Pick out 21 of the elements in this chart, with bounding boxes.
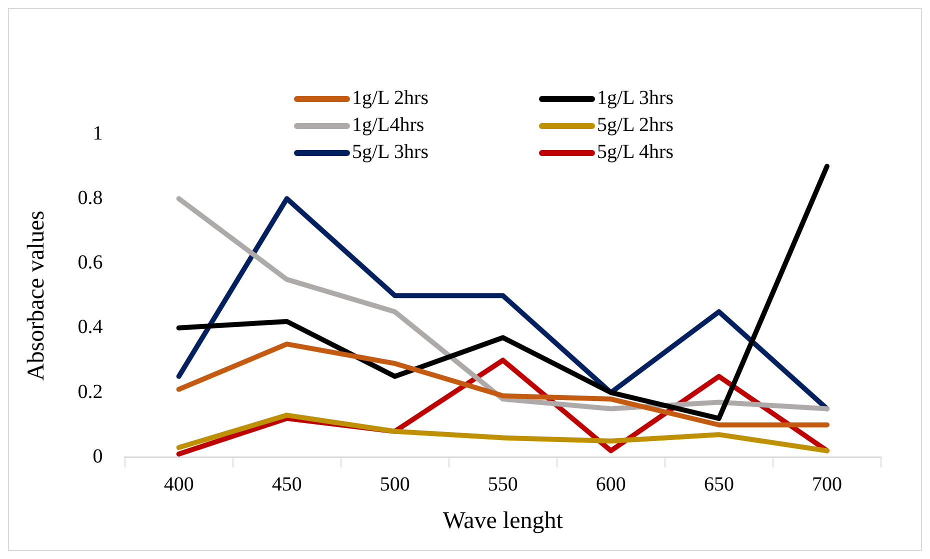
x-tick-label: 450 bbox=[272, 473, 302, 496]
y-tick-label: 0.2 bbox=[78, 380, 103, 403]
legend-label: 1g/L 2hrs bbox=[352, 86, 428, 111]
y-tick-label: 0.6 bbox=[78, 252, 103, 274]
legend-label: 5g/L 2hrs bbox=[597, 113, 674, 138]
y-tick-label: 0.4 bbox=[78, 316, 103, 338]
x-tick-label: 600 bbox=[596, 473, 626, 496]
y-tick-label: 0.8 bbox=[78, 186, 103, 209]
y-axis-title: Absorbace values bbox=[24, 210, 50, 381]
legend-label: 5g/L 3hrs bbox=[352, 140, 428, 165]
x-tick-label: 650 bbox=[704, 473, 734, 496]
legend-label: 5g/L 4hrs bbox=[597, 140, 674, 165]
x-tick-label: 550 bbox=[488, 473, 518, 496]
x-tick-label: 400 bbox=[164, 473, 194, 496]
legend-label: 1g/L 3hrs bbox=[597, 86, 674, 111]
legend-label: 1g/L4hrs bbox=[352, 113, 424, 138]
x-axis-title: Wave lenght bbox=[442, 508, 564, 534]
x-tick-label: 500 bbox=[380, 473, 410, 496]
y-tick-label: 0 bbox=[92, 445, 103, 468]
y-tick-label: 1 bbox=[92, 122, 103, 144]
x-tick-label: 700 bbox=[812, 473, 842, 496]
